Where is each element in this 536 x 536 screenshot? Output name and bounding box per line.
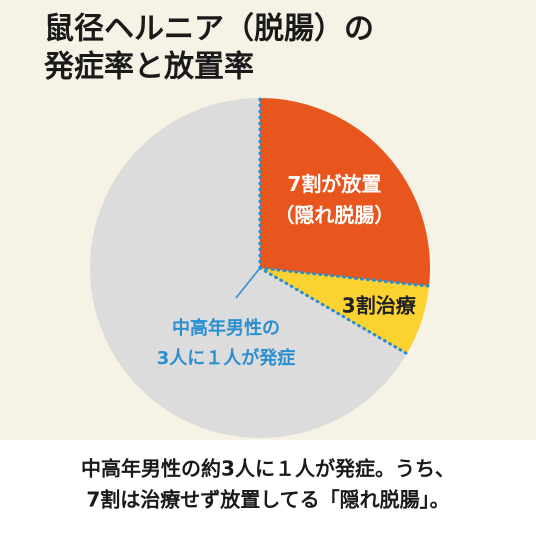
slice-edge <box>258 266 431 288</box>
pie-slice <box>260 98 430 287</box>
chart-title: 鼠径ヘルニア（脱腸）の <box>44 12 374 47</box>
slice-label: 3割治療 <box>342 294 416 318</box>
caption-box <box>0 440 536 536</box>
annotation: 中高年男性の <box>172 317 280 339</box>
leader-line <box>235 267 261 299</box>
slice-edge <box>258 266 409 356</box>
slice-label: 7割が放置 <box>287 172 381 196</box>
chart-title: 発症率と放置率 <box>43 50 254 85</box>
pie-slice <box>89 98 407 438</box>
caption: 中高年男性の約3人に１人が発症。うち、 <box>81 457 455 481</box>
annotation: 3人に１人が発症 <box>157 347 296 369</box>
caption: 7割は治療せず放置してる「隠れ脱腸」。 <box>86 488 449 512</box>
pie-slice <box>260 268 430 354</box>
slice-label: （隠れ脱腸） <box>274 203 394 227</box>
